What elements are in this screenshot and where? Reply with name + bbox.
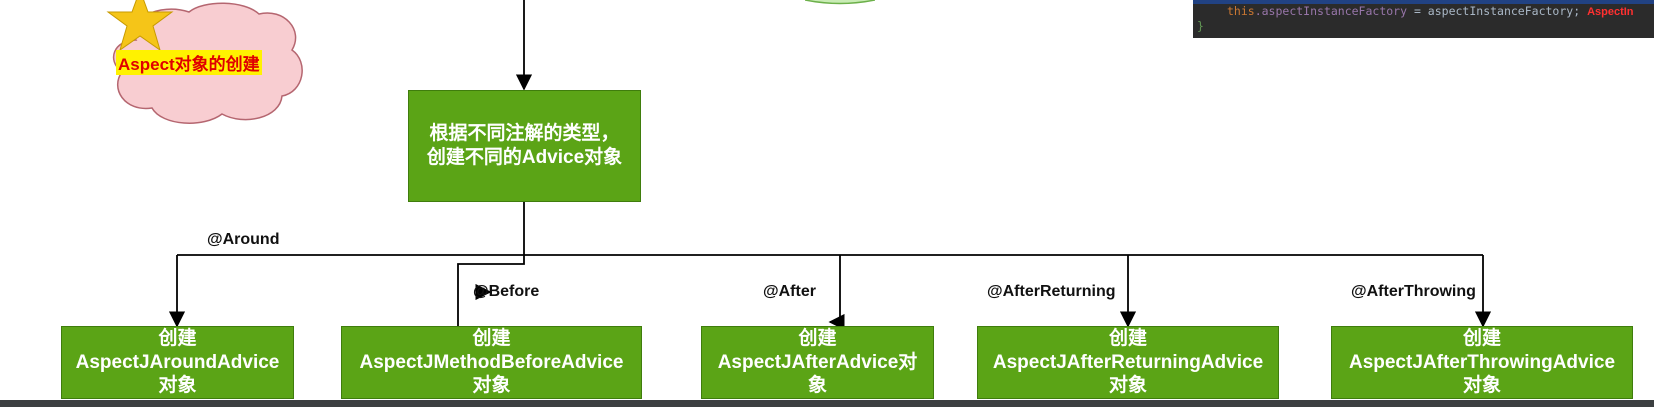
edge-label-afterreturning: @AfterReturning [987,283,1116,300]
root-box-line1: 根据不同注解的类型， [429,123,620,145]
before-branch [457,255,525,326]
target-box-after: 创建 AspectJAfterAdvice对 象 [701,326,934,399]
target-line: AspectJMethodBeforeAdvice [359,351,624,373]
star-icon [106,0,174,52]
after-branch [828,255,845,331]
target-box-afterreturning: 创建 AspectJAfterReturningAdvice 对象 [977,326,1279,399]
target-line: 创建 [798,327,837,349]
edge-label-before: @Before [473,283,540,300]
target-box-around: 创建 AspectJAroundAdvice 对象 [61,326,294,399]
edge-label-afterthrowing: @AfterThrowing [1351,283,1476,300]
partial-node-top [805,0,875,5]
edge-label-after: @After [763,283,816,300]
target-box-afterthrowing: 创建 AspectJAfterThrowingAdvice 对象 [1331,326,1633,399]
code-annotation: AspectIn [1587,6,1634,18]
code-keyword: this [1227,4,1255,18]
target-line: AspectJAfterThrowingAdvice [1348,351,1616,373]
code-brace: } [1197,19,1204,33]
target-line: AspectJAfterAdvice对 [717,351,918,373]
code-snippet-panel: this.aspectInstanceFactory = aspectInsta… [1193,0,1654,38]
code-line: this.aspectInstanceFactory = aspectInsta… [1227,4,1634,18]
target-box-before: 创建 AspectJMethodBeforeAdvice 对象 [341,326,642,399]
code-selection-strip [1193,0,1654,4]
target-line: 创建 [472,327,511,349]
root-process-box: 根据不同注解的类型， 创建不同的Advice对象 [408,90,641,202]
target-line: 对象 [1462,375,1501,397]
root-box-line2: 创建不同的Advice对象 [426,147,623,168]
code-field: .aspectInstanceFactory [1254,4,1408,18]
target-line: 创建 [1108,327,1147,349]
cloud-label: Aspect对象的创建 [116,50,262,75]
code-rest: = aspectInstanceFactory; [1407,4,1581,18]
target-line: AspectJAroundAdvice [75,351,280,373]
target-line: 对象 [472,375,511,397]
target-line: AspectJAfterReturningAdvice [992,351,1264,373]
bottom-bar [0,400,1654,407]
target-line: 创建 [1462,327,1501,349]
target-line: 象 [807,375,827,397]
edge-label-around: @Around [207,231,280,248]
target-line: 对象 [1108,375,1147,397]
target-line: 对象 [158,375,197,397]
target-line: 创建 [158,327,197,349]
